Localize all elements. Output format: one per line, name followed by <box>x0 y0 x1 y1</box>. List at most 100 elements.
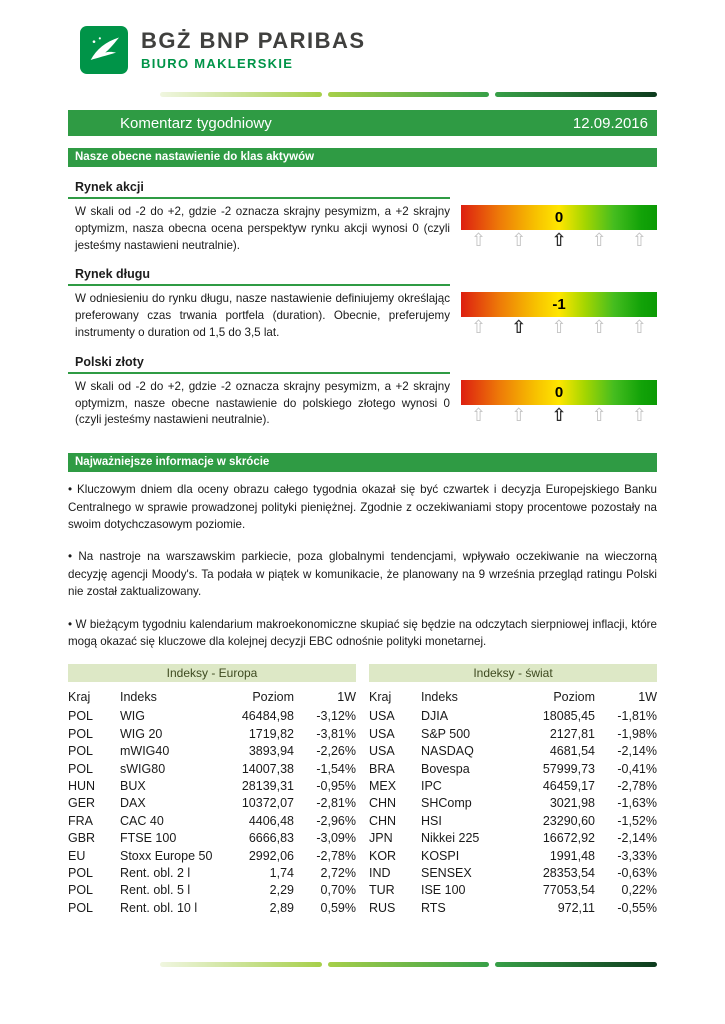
table-row: RUS RTS 972,11 -0,55% <box>369 900 657 917</box>
green-rule <box>68 197 450 199</box>
gauge-value: -1 <box>552 296 566 314</box>
table-cell: 10372,07 <box>241 796 294 811</box>
table-cell: ISE 100 <box>421 883 466 898</box>
table-cell: 18085,45 <box>542 709 595 724</box>
table-cell: -1,63% <box>617 796 657 811</box>
table-row: HUN BUX 28139,31 -0,95% <box>68 778 356 795</box>
table-cell: WIG 20 <box>120 726 163 741</box>
arrow-icon: ⇧ <box>471 230 487 250</box>
table-row: POL Rent. obl. 10 l 2,89 0,59% <box>68 900 356 917</box>
gauge-arrows: ⇧ ⇧ ⇧ ⇧ ⇧ <box>461 405 657 426</box>
table-row: FRA CAC 40 4406,48 -2,96% <box>68 813 356 830</box>
table-row: POL sWIG80 14007,38 -1,54% <box>68 761 356 778</box>
table-cell: -2,14% <box>617 744 657 759</box>
table-cell: -2,78% <box>617 778 657 793</box>
selected-arrow-icon: ⇧ <box>511 317 527 338</box>
bird-swoosh-icon <box>90 37 119 60</box>
table-cell: -2,81% <box>316 796 356 811</box>
table-row: MEX IPC 46459,17 -2,78% <box>369 778 657 795</box>
table-row: CHN HSI 23290,60 -1,52% <box>369 813 657 830</box>
table-cell: POL <box>68 761 94 776</box>
section-header-news: Najważniejsze informacje w skrócie <box>68 453 657 473</box>
report-title-bar: Komentarz tygodniowy 12.09.2016 <box>68 110 657 136</box>
table-cell: -1,81% <box>617 709 657 724</box>
table-cell: KOSPI <box>421 848 460 863</box>
table-cell: FTSE 100 <box>120 831 177 846</box>
gauge-value: 0 <box>554 209 564 226</box>
table-cell: 57999,73 <box>542 761 595 776</box>
table-cell: -1,54% <box>316 761 356 776</box>
table-cell: GBR <box>68 831 96 846</box>
news-bullet: • W bieżącym tygodniu kalendarium makroe… <box>68 617 657 648</box>
green-rule <box>68 284 450 287</box>
table-cell: Rent. obl. 10 l <box>120 900 198 915</box>
arrow-icon: ⇧ <box>631 317 647 338</box>
table-cell: -2,78% <box>316 848 356 863</box>
column-header: 1W <box>337 690 356 705</box>
table-cell: mWIG40 <box>120 744 170 759</box>
table-column-headers: Kraj Indeks Poziom 1W <box>369 682 657 708</box>
arrow-icon: ⇧ <box>591 230 607 250</box>
table-cell: 3021,98 <box>549 796 595 811</box>
separator-bar <box>327 92 490 97</box>
brand-name: BGŻ BNP PARIBAS <box>141 28 366 54</box>
table-cell: KOR <box>369 848 397 863</box>
table-row: TUR ISE 100 77053,54 0,22% <box>369 882 657 899</box>
table-cell: HSI <box>421 813 442 828</box>
table-cell: -2,14% <box>617 831 657 846</box>
table-cell: -1,52% <box>617 813 657 828</box>
report-title: Komentarz tygodniowy <box>120 114 272 132</box>
arrow-icon: ⇧ <box>511 404 527 425</box>
asset-description: W skali od -2 do +2, gdzie -2 oznacza sk… <box>75 205 450 252</box>
table-cell: CHN <box>369 813 397 828</box>
asset-title: Rynek długu <box>75 267 151 282</box>
table-cell: 1,74 <box>269 865 294 880</box>
arrow-icon: ⇧ <box>471 404 487 425</box>
table-cell: Rent. obl. 5 l <box>120 883 191 898</box>
table-cell: POL <box>68 865 94 880</box>
arrow-icon: ⇧ <box>591 404 607 425</box>
table-cell: -0,63% <box>617 865 657 880</box>
separator-bar <box>160 92 322 97</box>
asset-description: W odniesieniu do rynku długu, nasze nast… <box>75 292 450 339</box>
gauge-gradient-bar: -1 <box>461 292 657 318</box>
asset-block-equities: Rynek akcji W skali od -2 do +2, gdzie -… <box>68 171 657 254</box>
table-cell: 46459,17 <box>542 778 595 793</box>
table-row: JPN Nikkei 225 16672,92 -2,14% <box>369 830 657 847</box>
table-row: POL WIG 20 1719,82 -3,81% <box>68 726 356 743</box>
table-cell: sWIG80 <box>120 761 166 776</box>
gauge-gradient-bar: 0 <box>461 205 657 230</box>
column-header: Kraj <box>68 690 91 705</box>
column-header: Poziom <box>553 690 595 705</box>
table-row: POL WIG 46484,98 -3,12% <box>68 708 356 725</box>
table-cell: 3893,94 <box>248 744 294 759</box>
table-cell: 46484,98 <box>241 709 294 724</box>
table-cell: RUS <box>369 900 396 915</box>
table-row: IND SENSEX 28353,54 -0,63% <box>369 865 657 882</box>
table-row: POL Rent. obl. 2 l 1,74 2,72% <box>68 865 356 882</box>
table-row: USA S&P 500 2127,81 -1,98% <box>369 726 657 743</box>
table-cell: CAC 40 <box>120 813 164 828</box>
table-cell: -3,09% <box>316 831 356 846</box>
table-cell: -2,26% <box>316 744 356 759</box>
table-cell: 14007,38 <box>241 761 294 776</box>
table-cell: 0,70% <box>320 883 356 898</box>
table-cell: POL <box>68 709 94 724</box>
table-cell: POL <box>68 744 94 759</box>
table-cell: POL <box>68 883 94 898</box>
table-cell: 2,89 <box>269 900 294 915</box>
selected-arrow-icon: ⇧ <box>551 404 567 425</box>
table-title: Indeksy - świat <box>369 664 657 683</box>
table-cell: NASDAQ <box>421 744 474 759</box>
table-cell: IND <box>369 865 391 880</box>
table-cell: -2,96% <box>316 813 356 828</box>
table-cell: POL <box>68 900 94 915</box>
table-cell: -0,41% <box>617 761 657 776</box>
table-cell: USA <box>369 709 395 724</box>
table-cell: RTS <box>421 900 446 915</box>
column-header: 1W <box>638 690 657 705</box>
table-body: USA DJIA 18085,45 -1,81% USA S&P 500 2127,81 -1… <box>369 708 657 917</box>
section-header-assets: Nasze obecne nastawienie do klas aktywów <box>68 148 657 167</box>
table-row: BRA Bovespa 57999,73 -0,41% <box>369 761 657 778</box>
table-cell: -1,98% <box>617 726 657 741</box>
